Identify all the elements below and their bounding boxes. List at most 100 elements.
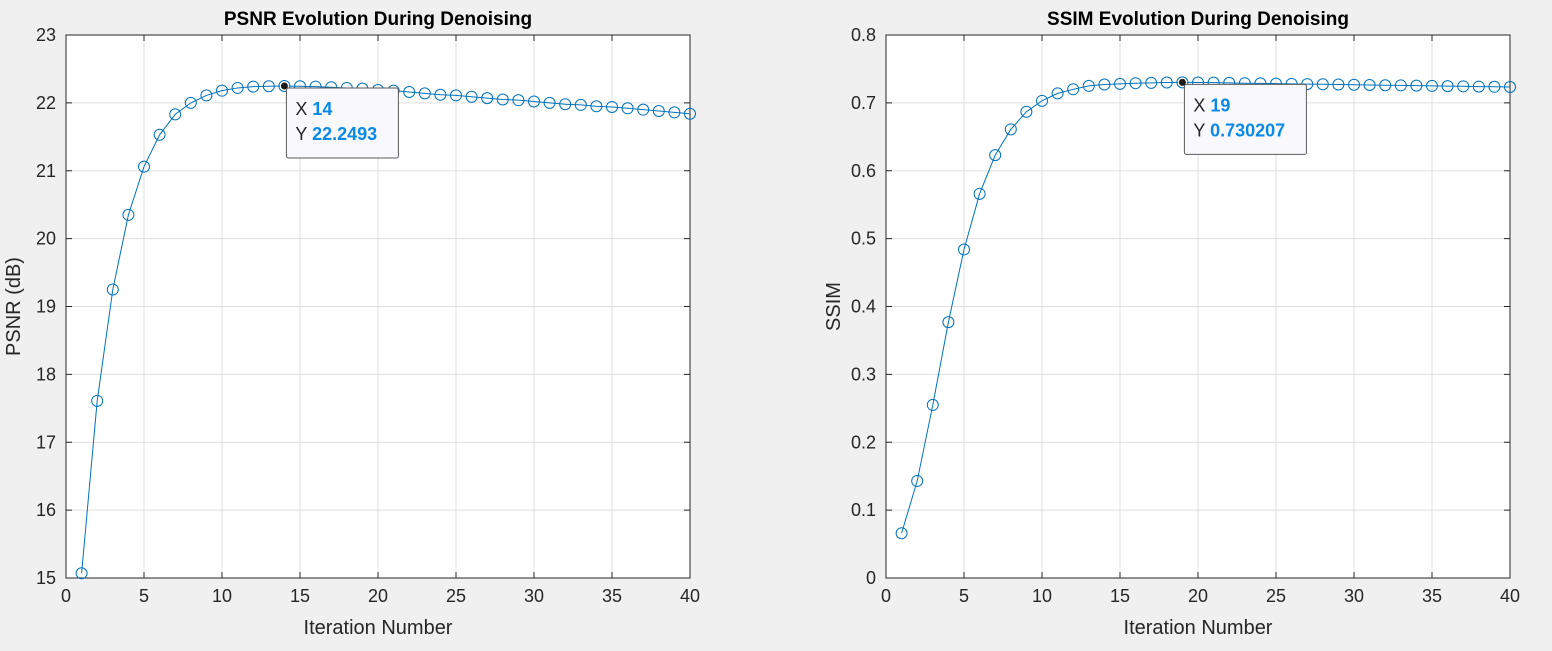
data-point[interactable] — [1316, 78, 1329, 91]
data-point[interactable] — [1145, 76, 1158, 89]
y-axis-label: PSNR (dB) — [3, 257, 25, 356]
data-point[interactable] — [668, 106, 681, 119]
datatip-marker[interactable] — [1177, 77, 1187, 87]
data-point[interactable] — [1098, 78, 1111, 91]
datatip-x-value: 19 — [1210, 95, 1230, 115]
data-point[interactable] — [1410, 79, 1423, 92]
data-point[interactable] — [278, 79, 291, 92]
data-point[interactable] — [262, 80, 275, 93]
x-tick-label: 0 — [61, 586, 71, 606]
data-point[interactable] — [122, 208, 135, 221]
data-point[interactable] — [942, 316, 955, 329]
data-point[interactable] — [1020, 105, 1033, 118]
x-axis-label: Iteration Number — [1124, 617, 1273, 639]
data-point[interactable] — [574, 98, 587, 111]
data-point[interactable] — [138, 160, 150, 173]
data-point[interactable] — [1457, 80, 1470, 93]
data-point[interactable] — [621, 102, 634, 115]
data-point[interactable] — [200, 89, 213, 102]
data-point[interactable] — [1082, 79, 1095, 92]
data-point[interactable] — [512, 94, 525, 107]
data-point[interactable] — [1394, 79, 1407, 92]
data-point[interactable] — [106, 283, 119, 296]
data-point[interactable] — [989, 149, 1002, 162]
x-tick-label: 40 — [680, 586, 700, 606]
data-point[interactable] — [973, 187, 986, 200]
data-point[interactable] — [1504, 80, 1516, 93]
data-point[interactable] — [1004, 123, 1017, 136]
datatip-x-value: 14 — [312, 99, 332, 119]
datatip[interactable]: X 14Y 22.2493 — [279, 81, 399, 159]
data-point[interactable] — [1488, 80, 1501, 93]
x-tick-label: 10 — [1032, 586, 1052, 606]
y-tick-label: 22 — [36, 93, 56, 113]
data-point[interactable] — [1176, 76, 1189, 89]
data-point[interactable] — [1363, 79, 1376, 92]
datatip-y-value: 22.2493 — [312, 124, 377, 144]
x-tick-label: 10 — [212, 586, 232, 606]
data-point[interactable] — [1332, 78, 1345, 91]
data-point[interactable] — [247, 80, 260, 93]
data-point[interactable] — [1067, 83, 1080, 96]
data-point[interactable] — [1160, 76, 1173, 89]
data-point[interactable] — [1348, 78, 1360, 91]
data-point[interactable] — [895, 527, 908, 540]
data-point[interactable] — [1472, 80, 1485, 93]
data-point[interactable] — [231, 81, 244, 94]
y-tick-label: 23 — [36, 25, 56, 45]
x-tick-label: 5 — [959, 586, 969, 606]
datatip-marker[interactable] — [279, 81, 289, 91]
data-point[interactable] — [418, 87, 431, 100]
data-point[interactable] — [911, 474, 924, 487]
data-point[interactable] — [926, 398, 939, 411]
data-point[interactable] — [559, 98, 572, 111]
datatip-box — [285, 87, 399, 159]
data-point[interactable] — [1114, 77, 1126, 90]
data-point[interactable] — [481, 92, 494, 105]
y-tick-label: 15 — [36, 568, 56, 588]
data-point[interactable] — [1051, 87, 1064, 100]
data-point[interactable] — [958, 243, 970, 256]
data-point[interactable] — [91, 394, 104, 407]
y-tick-label: 20 — [36, 229, 56, 249]
y-tick-label: 16 — [36, 500, 56, 520]
data-point[interactable] — [637, 103, 650, 116]
datatip-x-key: X — [1193, 95, 1210, 115]
data-point[interactable] — [590, 100, 603, 113]
y-tick-label: 0.5 — [851, 229, 876, 249]
y-tick-label: 17 — [36, 432, 56, 452]
datatip-x-row: X 14 — [295, 99, 332, 119]
data-point[interactable] — [1379, 79, 1392, 92]
y-tick-label: 19 — [36, 297, 56, 317]
x-tick-label: 40 — [1500, 586, 1520, 606]
data-point[interactable] — [1441, 80, 1454, 93]
data-point[interactable] — [75, 567, 88, 580]
data-point[interactable] — [652, 105, 665, 118]
data-point[interactable] — [543, 96, 556, 109]
data-point[interactable] — [528, 95, 540, 108]
data-point[interactable] — [403, 86, 416, 99]
data-point[interactable] — [684, 107, 696, 120]
data-point[interactable] — [153, 128, 166, 141]
data-point[interactable] — [216, 84, 228, 97]
data-point[interactable] — [1426, 79, 1438, 92]
x-tick-label: 25 — [1266, 586, 1286, 606]
data-point[interactable] — [606, 100, 618, 113]
ssim-chart: 0 5 10 15 20 25 30 35 40 0 0.1 0.2 0.3 0.4 0.5 0.6 0.7 0.… — [823, 9, 1520, 639]
x-tick-label: 35 — [602, 586, 622, 606]
data-point[interactable] — [1036, 94, 1048, 107]
data-point[interactable] — [1129, 77, 1142, 90]
data-point[interactable] — [465, 90, 478, 103]
data-point[interactable] — [434, 88, 447, 101]
data-point[interactable] — [496, 93, 509, 106]
data-point[interactable] — [169, 108, 182, 121]
data-point[interactable] — [450, 89, 462, 102]
datatip[interactable]: X 19Y 0.730207 — [1177, 77, 1307, 155]
x-axis-label: Iteration Number — [304, 617, 453, 639]
datatip-box — [1183, 83, 1307, 155]
data-point[interactable] — [184, 96, 197, 109]
datatip-x-key: X — [295, 99, 312, 119]
x-tick-label: 25 — [446, 586, 466, 606]
